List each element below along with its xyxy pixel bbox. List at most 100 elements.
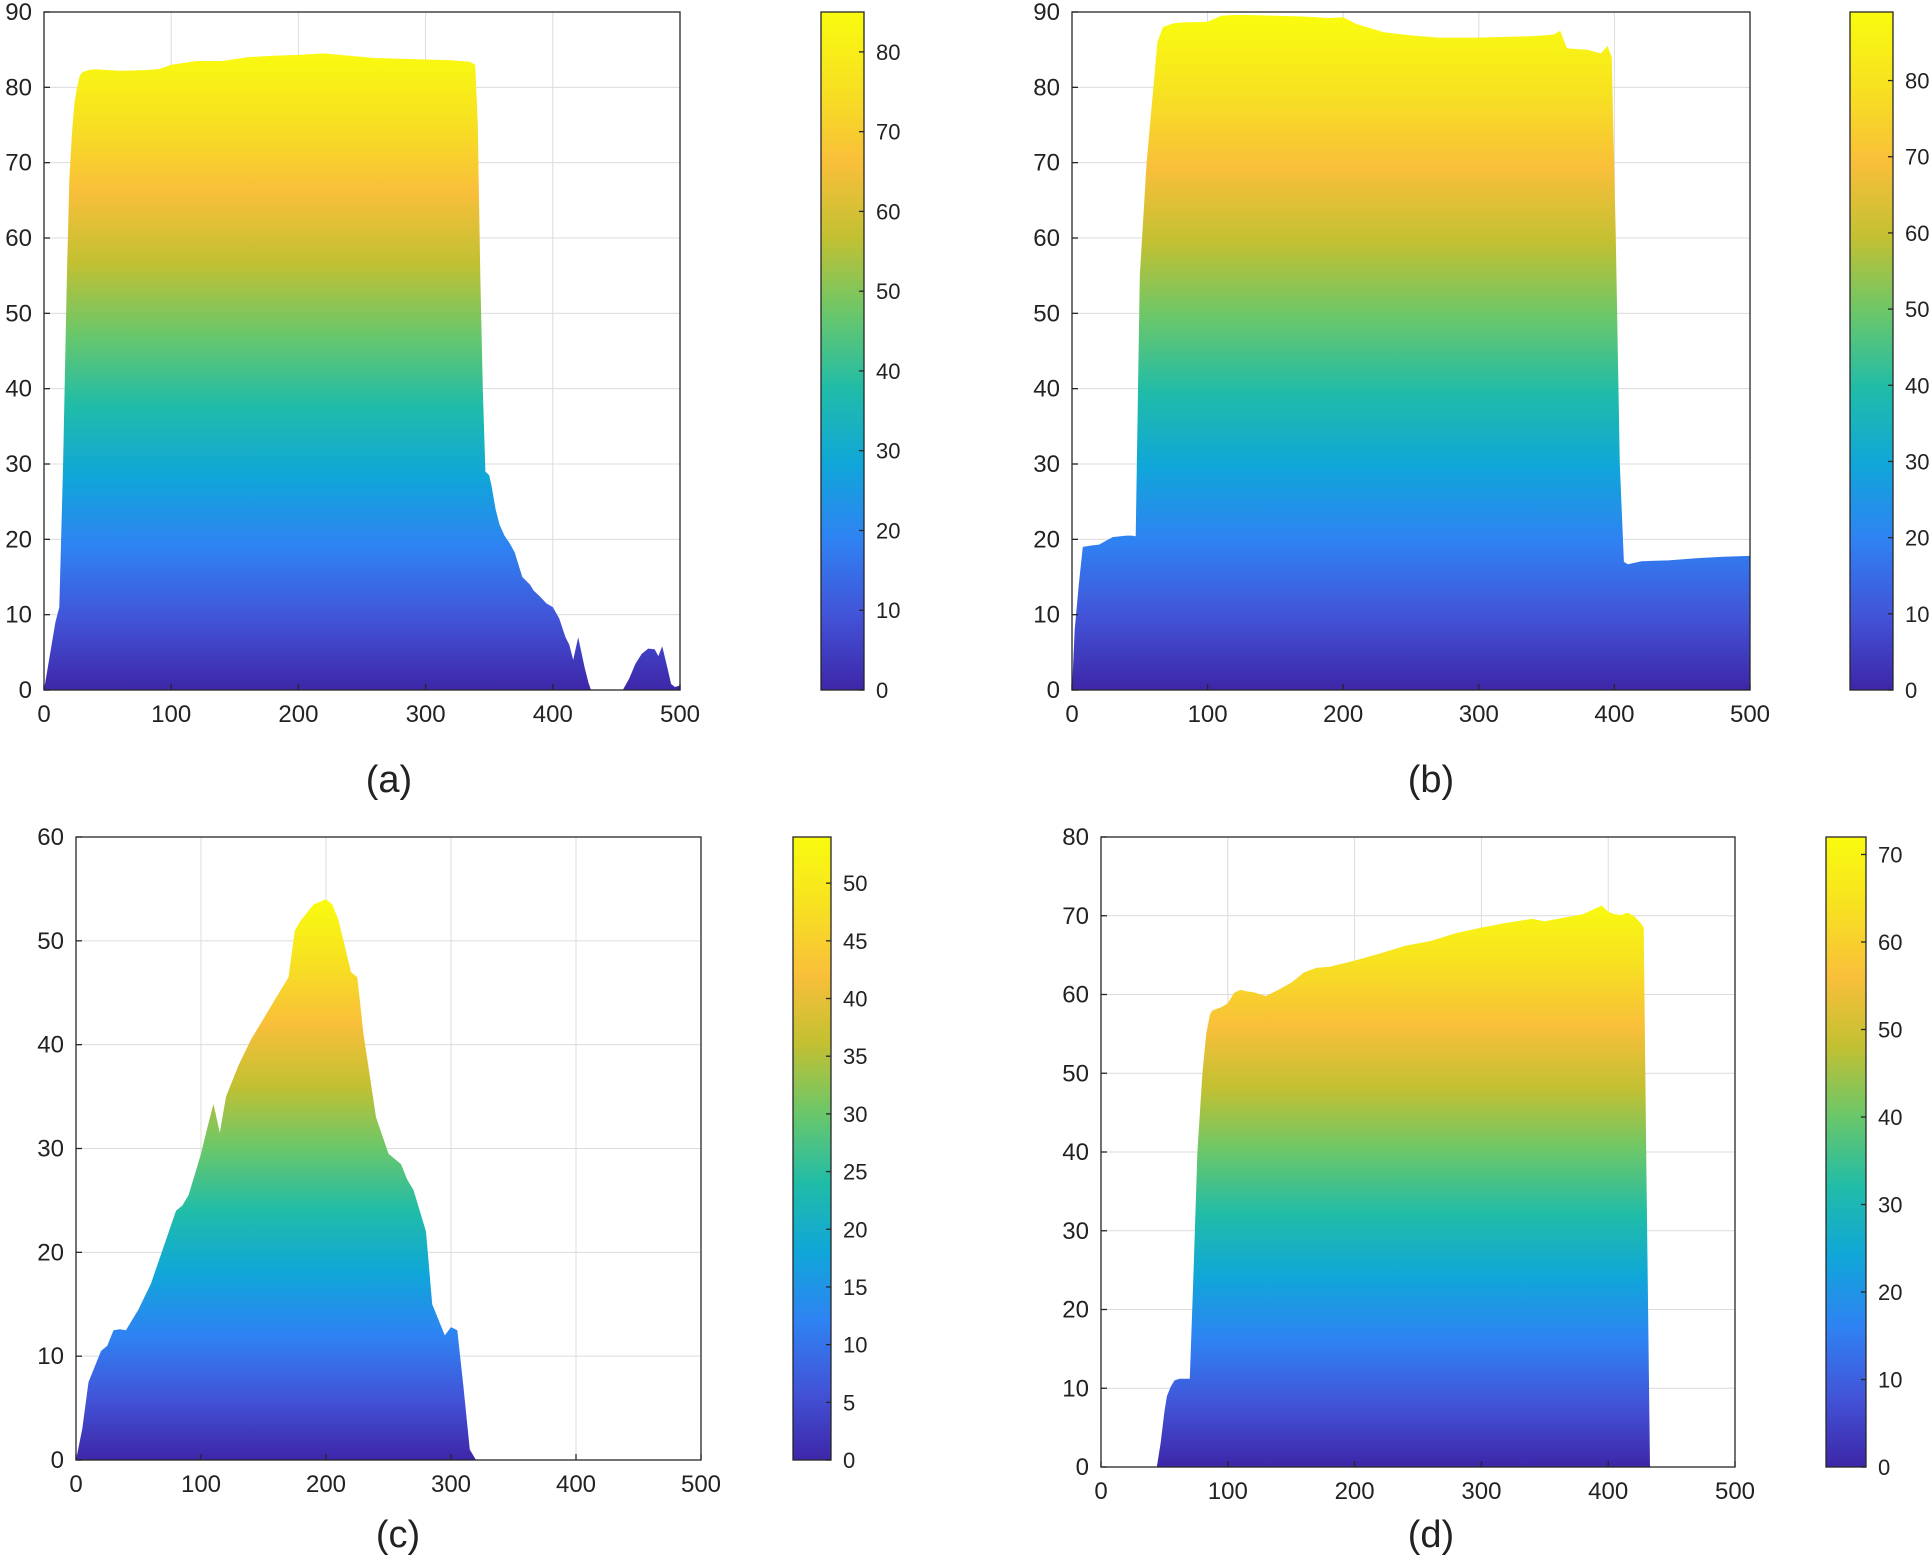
colorbar-gradient: [793, 837, 831, 1460]
y-tick-label: 90: [1033, 0, 1060, 26]
panel-a: 0 100 200 300 400 500 0 10 20 30 40 50 60 70 80 90 0 10 20…: [5, 0, 900, 728]
y-tick-label: 20: [5, 526, 32, 553]
x-tick-label: 300: [1459, 701, 1499, 728]
x-tick-label: 200: [306, 1471, 346, 1498]
y-tick-label: 0: [1076, 1454, 1089, 1481]
colorbar-tick-label: 35: [843, 1044, 867, 1069]
colorbar-tick-label: 20: [843, 1217, 867, 1242]
y-tick-label: 20: [37, 1239, 64, 1266]
y-tick-label: 50: [37, 928, 64, 955]
y-tick-label: 10: [37, 1343, 64, 1370]
colorbar-tick-label: 40: [1905, 373, 1929, 398]
area-series-a: [44, 53, 680, 690]
caption-a: (a): [366, 759, 412, 801]
colorbar-tick-label: 70: [1878, 843, 1902, 868]
y-tick-label: 90: [5, 0, 32, 26]
y-tick-label: 60: [37, 824, 64, 851]
panel-d: 0 100 200 300 400 500 0 10 20 30 40 50 60 70 80 0 10 20 30…: [1062, 824, 1902, 1505]
x-tick-label: 300: [1461, 1478, 1501, 1505]
colorbar-tick-label: 40: [843, 987, 867, 1012]
colorbar-tick-label: 60: [1878, 930, 1902, 955]
x-tick-label: 400: [1594, 701, 1634, 728]
colorbar-tick-label: 70: [1905, 145, 1929, 170]
colorbar-tick-label: 40: [1878, 1105, 1902, 1130]
colorbar-tick-label: 10: [1878, 1368, 1902, 1393]
x-tick-label: 200: [278, 701, 318, 728]
x-tick-label: 500: [1715, 1478, 1755, 1505]
y-tick-label: 0: [1047, 677, 1060, 704]
y-tick-label: 30: [1033, 451, 1060, 478]
colorbar-frame: [1849, 11, 1894, 691]
axes-frame-b: [1071, 11, 1751, 691]
y-tick-label: 70: [1033, 150, 1060, 177]
colorbar-tick-label: 10: [876, 598, 900, 623]
colorbar-tick-label: 10: [1905, 602, 1929, 627]
x-tick-label: 0: [1094, 1478, 1107, 1505]
colorbar-c: 0 5 10 15 20 25 30 35 40 45 50: [792, 836, 867, 1473]
colorbar-tick-label: 0: [843, 1448, 855, 1473]
y-tick-label: 50: [5, 300, 32, 327]
y-tick-label: 50: [1062, 1060, 1089, 1087]
colorbar-tick-label: 5: [843, 1390, 855, 1415]
y-tick-label: 80: [1062, 824, 1089, 851]
y-tick-label: 30: [1062, 1218, 1089, 1245]
panel-b: 0 100 200 300 400 500 0 10 20 30 40 50 60 70 80 90 0 10 20…: [1033, 0, 1929, 728]
y-tick-label: 70: [5, 150, 32, 177]
colorbar-tick-label: 45: [843, 929, 867, 954]
colorbar-tick-label: 40: [876, 359, 900, 384]
y-tick-label: 20: [1033, 526, 1060, 553]
colorbar-tick-label: 30: [1878, 1193, 1902, 1218]
colorbar-tick-label: 60: [1905, 221, 1929, 246]
x-tick-label: 200: [1323, 701, 1363, 728]
colorbar-tick-label: 10: [843, 1333, 867, 1358]
y-tick-label: 80: [1033, 74, 1060, 101]
colorbar-tick-label: 50: [843, 871, 867, 896]
y-tick-label: 50: [1033, 300, 1060, 327]
x-tick-label: 500: [660, 701, 700, 728]
colorbar-tick-label: 0: [1905, 678, 1917, 703]
y-tick-label: 40: [37, 1032, 64, 1059]
colorbar-frame: [1825, 836, 1867, 1468]
colorbar-d: 0 10 20 30 40 50 60 70: [1825, 836, 1902, 1480]
y-tick-label: 30: [5, 451, 32, 478]
y-tick-label: 80: [5, 74, 32, 101]
colorbar-tick-label: 20: [1905, 526, 1929, 551]
x-tick-label: 400: [556, 1471, 596, 1498]
colorbar-gradient: [1826, 837, 1866, 1467]
y-tick-label: 30: [37, 1136, 64, 1163]
x-tick-label: 400: [533, 701, 573, 728]
y-tick-label: 40: [5, 376, 32, 403]
colorbar-tick-label: 30: [1905, 449, 1929, 474]
colorbar-frame: [820, 11, 865, 691]
panel-c: 0 100 200 300 400 500 0 10 20 30 40 50 60 0 5 10 15 20 25 3…: [37, 824, 867, 1498]
caption-b: (b): [1408, 759, 1454, 801]
colorbar-tick-label: 20: [1878, 1280, 1902, 1305]
colorbar-gradient: [821, 12, 864, 690]
x-tick-label: 0: [1065, 701, 1078, 728]
colorbar-tick-label: 60: [876, 199, 900, 224]
colorbar-tick-label: 30: [876, 439, 900, 464]
y-tick-label: 70: [1062, 903, 1089, 930]
caption-c: (c): [376, 1514, 420, 1556]
colorbar-tick-label: 0: [1878, 1455, 1890, 1480]
y-tick-label: 10: [1062, 1375, 1089, 1402]
y-tick-label: 40: [1033, 376, 1060, 403]
axes-frame-a: [43, 11, 681, 691]
colorbar-b: 0 10 20 30 40 50 60 70 80: [1849, 11, 1929, 703]
x-tick-label: 500: [1730, 701, 1770, 728]
y-tick-label: 0: [51, 1447, 64, 1474]
area-series-c: [76, 899, 701, 1460]
colorbar-tick-label: 50: [1905, 297, 1929, 322]
colorbar-tick-label: 15: [843, 1275, 867, 1300]
area-series-b: [1072, 15, 1750, 690]
x-tick-label: 300: [431, 1471, 471, 1498]
colorbar-tick-label: 80: [1905, 69, 1929, 94]
colorbar-tick-label: 30: [843, 1102, 867, 1127]
colorbar-tick-label: 50: [876, 279, 900, 304]
colorbar-tick-label: 0: [876, 678, 888, 703]
colorbar-tick-label: 50: [1878, 1018, 1902, 1043]
y-tick-label: 60: [5, 225, 32, 252]
y-tick-label: 40: [1062, 1139, 1089, 1166]
x-tick-label: 300: [406, 701, 446, 728]
